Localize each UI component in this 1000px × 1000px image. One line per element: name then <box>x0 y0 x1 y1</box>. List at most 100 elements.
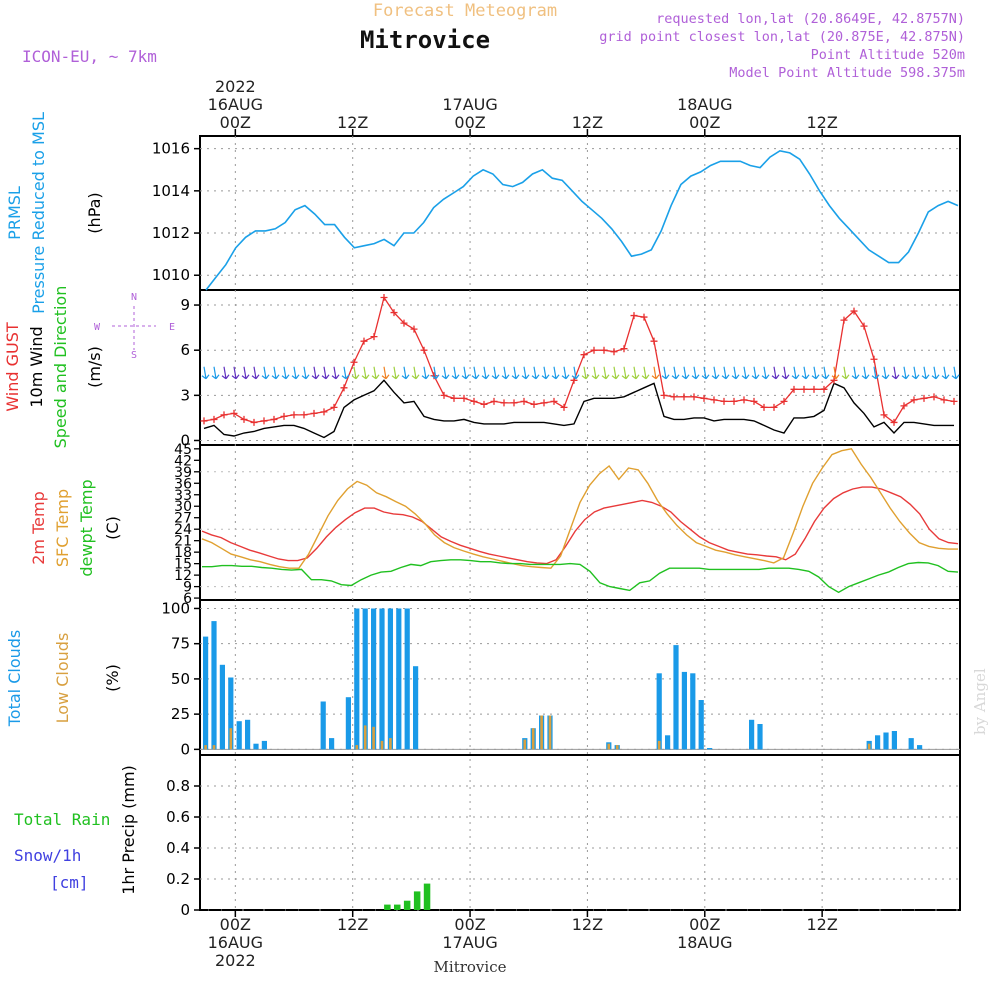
gust-point-marker <box>220 411 228 419</box>
temp-tick-label: 30 <box>174 499 192 515</box>
wind-direction-arrow <box>641 366 650 380</box>
gust-point-marker <box>290 411 298 419</box>
wind-direction-arrow <box>361 366 370 380</box>
gust-point-marker <box>280 412 288 420</box>
cloud-tick-label: 50 <box>171 670 190 688</box>
panel-ylabel: dewpt Temp <box>77 479 96 576</box>
wind-direction-arrow <box>771 366 780 380</box>
precip-tick-label: 0.6 <box>166 808 190 826</box>
point-altitude: Point Altitude 520m <box>811 47 965 63</box>
gust-point-marker <box>940 396 948 404</box>
gust-point-marker <box>540 399 548 407</box>
gust-point-marker <box>880 411 888 419</box>
gust-point-marker <box>650 337 658 345</box>
temp-tick-label: 6 <box>183 591 192 607</box>
total-cloud-bar <box>757 724 763 750</box>
low-cloud-bar <box>372 726 375 750</box>
gust-point-marker <box>850 307 858 315</box>
wind-direction-arrow <box>251 366 260 380</box>
panel-frame-4 <box>199 754 961 911</box>
wind-direction-arrow <box>421 366 430 380</box>
temp-tick-label: 24 <box>174 522 192 538</box>
requested-point: requested lon,lat (20.8649E, 42.8757N) <box>656 11 965 27</box>
wind-direction-arrow <box>521 366 530 380</box>
legend-snow-unit: [cm] <box>50 873 89 892</box>
total-cloud-bar <box>261 740 267 750</box>
wind-direction-arrow <box>281 366 290 380</box>
wind-direction-arrow <box>201 366 210 380</box>
rain-bar <box>423 883 431 910</box>
panel-ylabel: (%) <box>103 664 122 692</box>
temp-tick-label: 39 <box>174 465 192 481</box>
direction-legend-cross <box>112 306 156 350</box>
gust-point-marker <box>900 402 908 410</box>
wind-direction-arrow <box>801 366 810 380</box>
gust-point-marker <box>310 409 318 417</box>
total-cloud-bar <box>345 697 351 750</box>
wind-direction-arrow <box>221 366 230 380</box>
wind-direction-arrow <box>751 366 760 380</box>
gust-point-marker <box>250 418 258 426</box>
grid-point: grid point closest lon,lat (20.875E, 42.… <box>599 29 965 45</box>
gust-point-marker <box>400 319 408 327</box>
wind-direction-arrow <box>531 366 540 380</box>
precip-tick-label: 0.8 <box>166 777 190 795</box>
bottom-hour-label: 12Z <box>806 915 837 934</box>
wind-direction-arrow <box>381 366 390 380</box>
total-cloud-bar <box>387 608 393 750</box>
wind-direction-arrow <box>491 366 500 380</box>
legend-total-rain: Total Rain <box>14 810 110 829</box>
total-cloud-bar <box>698 700 704 750</box>
gust-point-marker <box>210 415 218 423</box>
gust-point-marker <box>740 396 748 404</box>
low-cloud-bar <box>867 743 871 750</box>
temp-tick-label: 21 <box>174 534 192 550</box>
temp-tick-label: 42 <box>174 453 192 469</box>
bottom-date-label: 17AUG <box>442 933 497 952</box>
total-cloud-bar <box>891 731 897 750</box>
gust-point-marker <box>790 385 798 393</box>
gust-point-marker <box>550 397 558 405</box>
cloud-tick-label: 25 <box>171 705 190 723</box>
gust-point-marker <box>700 394 708 402</box>
panel-ylabel: (hPa) <box>85 192 104 233</box>
panel-ylabel: 2m Temp <box>29 491 48 565</box>
wind-direction-arrow <box>461 366 470 380</box>
wind-direction-arrow <box>471 366 480 380</box>
wind-direction-arrow <box>691 366 700 380</box>
wind-direction-arrow <box>451 366 460 380</box>
pressure-tick-label: 1012 <box>152 224 190 242</box>
low-cloud-bar <box>615 745 619 750</box>
top-hour-label: 12Z <box>337 113 368 132</box>
gust-point-marker <box>500 399 508 407</box>
gust-point-marker <box>930 393 938 401</box>
wind-direction-arrow <box>241 366 250 380</box>
wind-direction-arrow <box>411 366 420 380</box>
top-hour-label: 12Z <box>806 113 837 132</box>
panel-ylabel: 10m Wind <box>27 326 46 407</box>
wind-direction-arrow <box>721 366 730 380</box>
rain-bar <box>394 904 401 910</box>
cloud-tick-label: 100 <box>161 599 190 617</box>
temp-tick-label: 27 <box>174 511 192 527</box>
total-cloud-bar <box>665 735 671 750</box>
low-cloud-bar <box>548 715 552 750</box>
total-cloud-bar <box>917 745 923 750</box>
dewpoint-line <box>202 559 959 594</box>
total-cloud-bar <box>228 677 234 750</box>
temp-tick-label: 18 <box>174 545 192 561</box>
panel-ylabel: Total Clouds <box>5 630 24 728</box>
gust-point-marker <box>230 409 238 417</box>
pressure-tick-label: 1016 <box>152 140 190 158</box>
wind-direction-arrow <box>401 366 410 380</box>
gust-point-marker <box>560 403 568 411</box>
gust-point-marker <box>330 403 338 411</box>
precip-tick-label: 0.2 <box>166 870 190 888</box>
gust-point-marker <box>580 351 588 359</box>
total-cloud-bar <box>749 719 755 750</box>
wind-direction-arrow <box>431 366 440 380</box>
gust-point-marker <box>390 309 398 317</box>
wind-direction-arrow <box>271 366 280 380</box>
low-cloud-bar <box>204 745 207 750</box>
